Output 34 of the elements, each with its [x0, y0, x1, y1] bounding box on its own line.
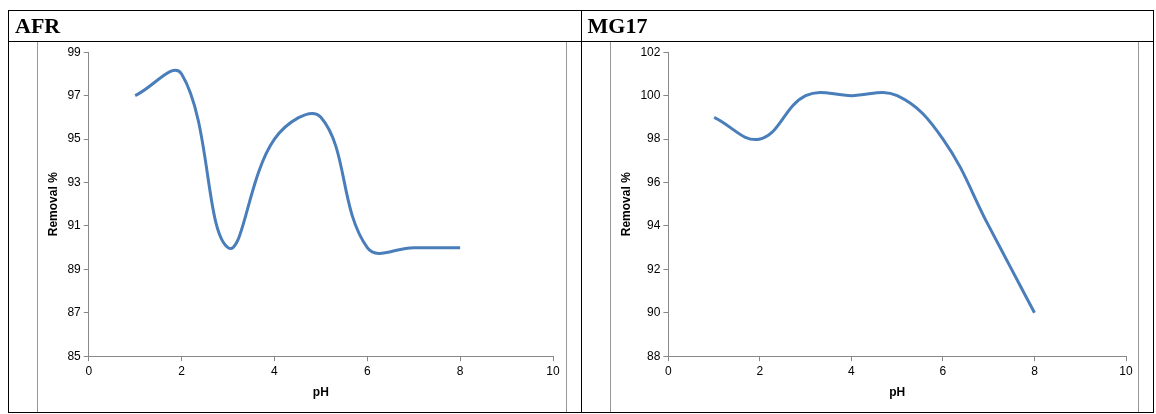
x-tick-label: 4	[847, 363, 855, 378]
y-tick-label: 94	[646, 218, 661, 233]
chart-title: AFR	[8, 10, 581, 42]
y-tick-label: 93	[67, 174, 82, 189]
y-axis-title: Removal %	[618, 171, 633, 237]
x-tick-label: 0	[664, 363, 672, 378]
y-tick-label: 87	[67, 305, 82, 320]
y-tick-label: 92	[646, 261, 661, 276]
x-tick-label: 8	[456, 363, 464, 378]
x-tick-label: 0	[85, 363, 93, 378]
y-tick-label: 89	[67, 261, 82, 276]
y-tick-label: 95	[67, 131, 82, 146]
x-tick-label: 6	[939, 363, 947, 378]
x-axis-title: pH	[312, 385, 329, 400]
x-tick-label: 10	[1118, 363, 1133, 378]
y-tick-label: 90	[646, 305, 661, 320]
x-tick-label: 10	[546, 363, 560, 378]
x-tick-label: 2	[178, 363, 186, 378]
x-tick-label: 6	[363, 363, 371, 378]
y-tick-label: 98	[646, 131, 661, 146]
y-tick-label: 102	[639, 44, 661, 59]
x-axis-title: pH	[888, 385, 905, 400]
y-tick-label: 85	[67, 348, 82, 363]
y-tick-label: 100	[639, 87, 661, 102]
y-tick-label: 96	[646, 174, 661, 189]
y-tick-label: 91	[67, 218, 82, 233]
y-tick-label: 97	[67, 87, 82, 102]
chart-title: MG17	[581, 10, 1154, 42]
y-axis-title: Removal %	[45, 171, 60, 237]
x-tick-label: 2	[756, 363, 764, 378]
x-tick-label: 4	[271, 363, 279, 378]
y-tick-label: 88	[646, 348, 661, 363]
y-tick-label: 99	[67, 44, 82, 59]
x-tick-label: 8	[1030, 363, 1038, 378]
